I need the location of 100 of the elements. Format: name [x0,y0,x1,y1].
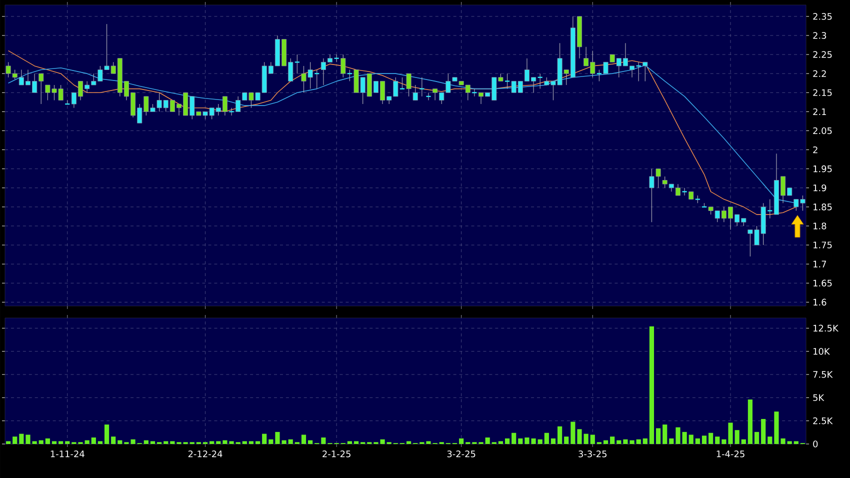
y-tick-label: 5K [813,394,824,401]
bar [708,432,714,444]
bar [12,436,18,444]
bar [794,441,798,444]
bar [6,441,11,444]
bar [734,430,740,444]
bar [504,438,510,444]
candlestick [419,77,425,97]
bar [426,441,431,444]
x-tick-label: 3-3-25 [578,450,606,458]
bar [406,441,412,444]
bar [45,438,50,444]
candlestick [412,84,418,101]
y-tick-label: 7.5K [813,371,833,378]
y-tick-label: 2.5K [813,417,833,424]
bar [65,441,70,444]
bar [301,434,306,444]
candlestick [682,188,688,196]
bar [321,438,326,444]
candlestick [426,92,432,101]
bar [354,441,359,444]
x-tick-label: 2-1-25 [322,450,350,458]
bar [58,441,64,444]
bar [550,438,556,444]
bar [649,326,654,444]
bar [308,440,313,444]
bar [268,439,274,444]
bar [262,434,267,444]
y-tick-label: 2.35 [813,13,832,20]
bar [544,432,549,444]
bar [210,441,214,444]
y-tick-label: 1.8 [814,222,826,230]
bar [216,441,221,444]
bar [118,440,122,444]
bar [91,438,96,444]
y-tick-label: 2.2 [813,70,826,77]
bar [590,434,595,444]
x-tick-label: 1-11-24 [50,450,84,458]
bar [242,441,247,444]
bar [288,439,293,444]
y-tick-label: 1.9 [814,184,826,192]
y-tick-label: 2 [813,146,818,154]
bar [728,422,733,444]
bar [347,441,352,444]
y-tick-label: 2.3 [813,32,826,39]
bar [741,439,746,444]
bar [498,441,504,444]
bar [761,418,766,444]
y-tick-label: 1.85 [814,204,832,210]
bar [662,424,668,444]
y-tick-label: 10K [814,348,830,355]
bar [512,432,516,444]
bar [26,434,30,444]
bar [19,434,24,444]
bar [748,400,752,444]
bar [603,440,608,444]
bar [768,436,772,444]
bar [688,434,694,444]
bar [787,441,792,444]
bar [248,441,254,444]
bar [459,438,464,444]
bar [577,429,582,444]
bar [104,424,110,444]
bar [38,440,44,444]
bar [616,440,622,444]
y-tick-label: 2.05 [813,127,832,134]
y-tick-label: 1.95 [814,165,832,172]
bar [564,436,569,444]
y-tick-label: 12.5K [814,324,839,332]
bar [558,426,562,444]
x-tick-label: 1-4-25 [716,450,744,458]
y-tick-label: 0 [813,440,818,448]
x-tick-label: 3-2-25 [447,450,476,458]
bar [150,441,156,444]
bar [170,441,175,444]
y-tick-label: 2.25 [813,51,832,58]
bar [636,439,641,444]
bar [642,438,648,444]
bar [656,428,661,444]
bar [98,441,103,444]
bar [610,436,615,444]
bar [52,441,57,444]
bar [702,436,707,444]
bar [111,436,116,444]
bar [570,422,576,444]
bar [538,439,542,444]
bar [485,438,490,444]
bar [715,436,720,444]
bar [722,439,726,444]
bar [669,438,674,444]
bar [144,440,148,444]
y-tick-label: 1.7 [814,260,826,268]
candlestick [340,54,346,78]
bar [754,432,760,444]
bar [164,441,168,444]
y-tick-label: 1.6 [814,298,826,306]
bar [695,438,700,444]
candlestick [334,54,340,62]
candlestick [406,73,412,97]
bar [584,434,588,444]
